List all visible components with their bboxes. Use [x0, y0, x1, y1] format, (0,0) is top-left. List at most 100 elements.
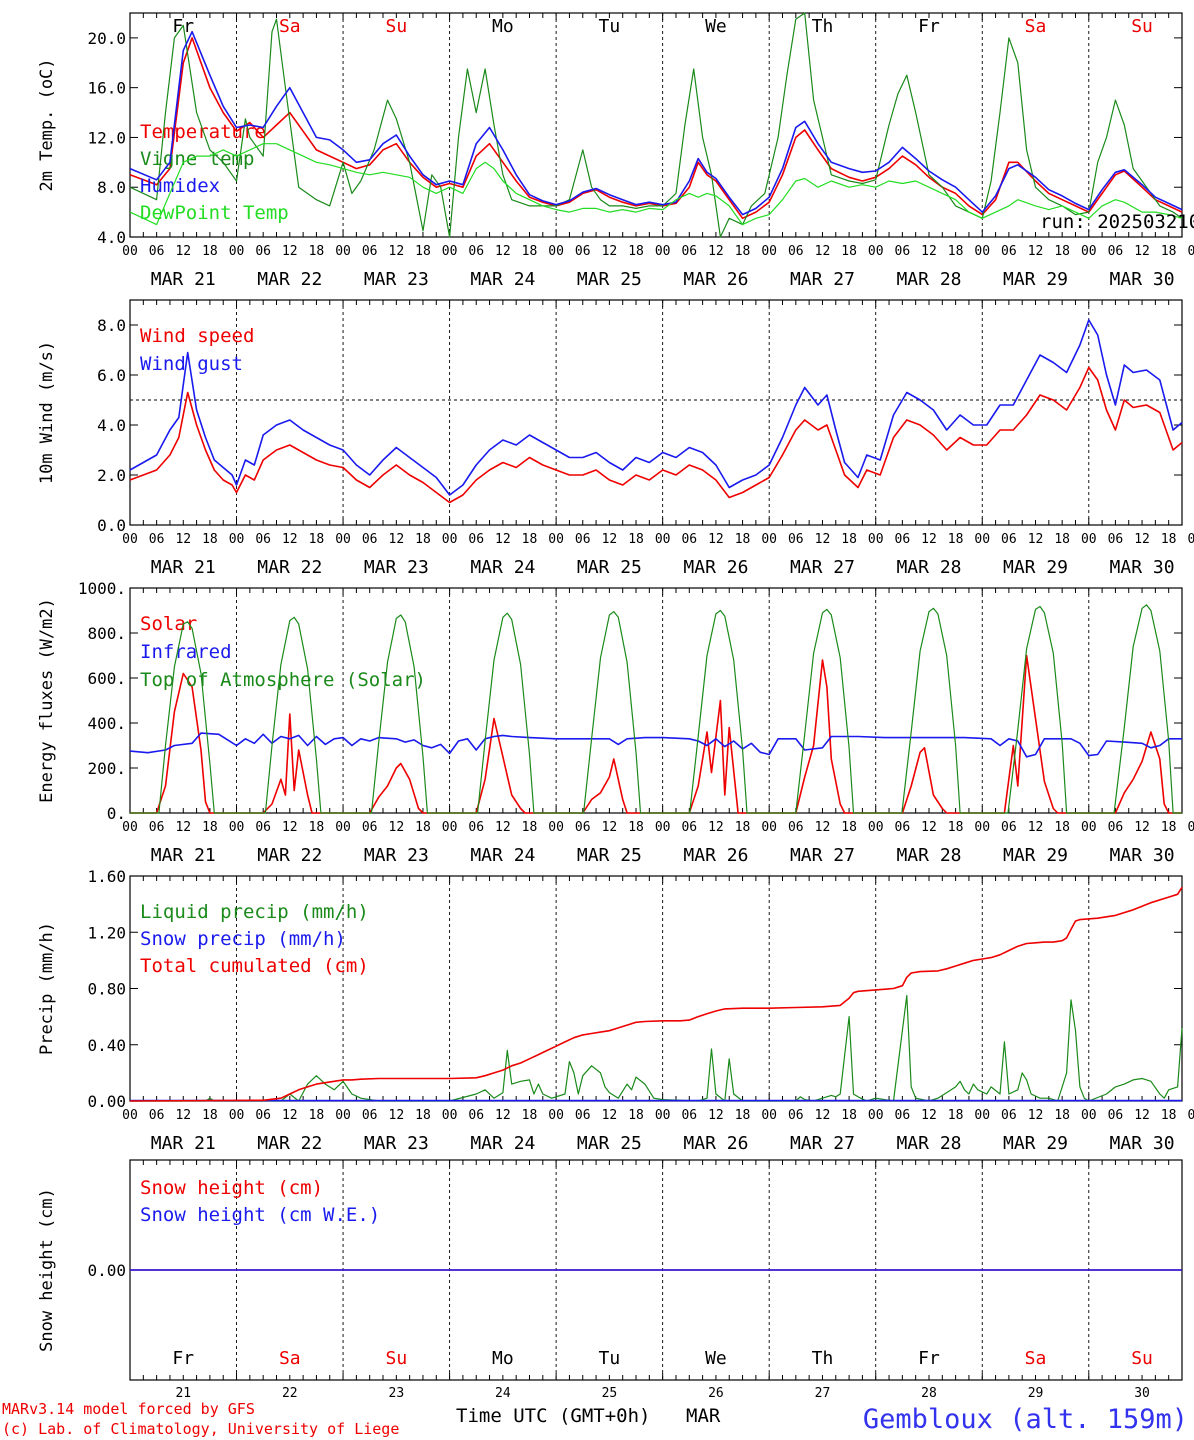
hour-tick-label: 00 [442, 244, 458, 259]
location-label: Gembloux (alt. 159m) [863, 1404, 1188, 1435]
hour-tick-label: 00 [655, 820, 671, 835]
day-date: 24 [495, 1386, 511, 1401]
hour-tick-label: 06 [1108, 532, 1124, 547]
series-line-wind-gust [129, 319, 1183, 496]
hour-tick-label: 18 [1161, 244, 1177, 259]
hour-tick-label: 12 [1134, 1108, 1150, 1123]
hour-tick-label: 00 [335, 244, 351, 259]
hour-tick-label: 00 [761, 820, 777, 835]
panel-wind: 0.0 2.0 4.0 6.0 8.0 10m Wind (m/s) 00 06 12 18 00 0… [37, 299, 1194, 578]
hour-tick-label: 00 [335, 820, 351, 835]
hour-tick-label: 12 [1028, 1108, 1044, 1123]
date-label: MAR 24 [470, 557, 535, 578]
hour-tick-label: 18 [522, 820, 538, 835]
hour-tick-label: 12 [921, 532, 937, 547]
hour-tick-label: 06 [895, 820, 911, 835]
hour-tick-label: 00 [761, 532, 777, 547]
hour-tick-label: 06 [468, 820, 484, 835]
hour-tick-label: 00 [229, 532, 245, 547]
panel-frame [129, 12, 1183, 238]
hour-tick-label: 18 [522, 532, 538, 547]
y-tick-label: 0.80 [87, 980, 126, 999]
series-line-dewpoint-temp [129, 143, 1183, 226]
y-tick-label: 2.0 [97, 466, 126, 485]
hour-tick-label: 06 [788, 1108, 804, 1123]
y-tick-label: 600. [87, 669, 126, 688]
day-name: Su [385, 1348, 407, 1369]
hour-tick-label: 06 [895, 532, 911, 547]
hour-tick-label: 06 [1001, 532, 1017, 547]
hour-tick-label: 06 [255, 1108, 271, 1123]
series-line-vigne-temp [129, 12, 1183, 238]
date-label: MAR 23 [364, 269, 429, 290]
y-axis-title: Energy fluxes (W/m2) [37, 598, 57, 803]
hour-tick-label: 00 [655, 1108, 671, 1123]
date-label: MAR 25 [577, 557, 642, 578]
panel-snow: 0.00 Snow height (cm) Fr 21 Sa 22 Su 23 Mo 24 Tu 25… [37, 1159, 1183, 1401]
day-name: Tu [599, 16, 621, 37]
hour-tick-label: 18 [948, 820, 964, 835]
legend-entry: DewPoint Temp [140, 202, 289, 224]
series-line-total-cumulated-cm [129, 886, 1183, 1102]
y-tick-label: 0.0 [97, 516, 126, 535]
date-label: MAR 28 [896, 845, 961, 866]
day-name: Sa [279, 16, 301, 37]
day-date: 30 [1134, 1386, 1150, 1401]
hour-tick-label: 00 [1081, 1108, 1097, 1123]
hour-tick-label: 18 [1161, 1108, 1177, 1123]
hour-tick-label: 00 [974, 244, 990, 259]
hour-tick-label: 12 [389, 820, 405, 835]
panel-precip: 0.00 0.40 0.80 1.20 1.60 Precip (mm/h) 00 06 12 1… [37, 867, 1194, 1154]
hour-tick-label: 18 [735, 820, 751, 835]
hour-tick-label: 06 [362, 532, 378, 547]
hour-tick-label: 06 [788, 820, 804, 835]
y-tick-label: 6.0 [97, 366, 126, 385]
y-axis-title: 10m Wind (m/s) [37, 341, 57, 484]
y-tick-label: 1.60 [87, 867, 126, 886]
hour-tick-label: 00 [655, 244, 671, 259]
date-label: MAR 28 [896, 557, 961, 578]
date-label: MAR 24 [470, 845, 535, 866]
day-name: Tu [599, 1348, 621, 1369]
day-date: 25 [602, 1386, 618, 1401]
credit-line-1: MARv3.14 model forced by GFS [2, 1400, 255, 1418]
day-name: Th [812, 1348, 834, 1369]
run-label: run: 2025032106 [1040, 211, 1194, 233]
panels: 4.08.012.016.020.02m Temp. (oC)00 06 12 18 0… [37, 12, 1194, 1401]
y-axis-title: Precip (mm/h) [37, 922, 57, 1055]
hour-tick-label: 06 [575, 820, 591, 835]
y-tick-label: 4.0 [97, 416, 126, 435]
hour-tick-label: 00 [761, 1108, 777, 1123]
y-tick-label: 1.20 [87, 923, 126, 942]
panel-energy: 0. 200. 400. 600. 800. 1000. Energy fluxes (W/… [37, 579, 1194, 866]
hour-tick-label: 18 [628, 244, 644, 259]
y-tick-label: 1000. [78, 579, 126, 598]
hour-tick-label: 18 [1054, 820, 1070, 835]
hour-tick-label: 06 [895, 1108, 911, 1123]
date-label: MAR 27 [790, 269, 855, 290]
hour-tick-label: 12 [1028, 820, 1044, 835]
y-tick-label: 8.0 [97, 178, 126, 197]
legend-entry: Humidex [140, 175, 220, 197]
credit-line-2: (c) Lab. of Climatology, University of L… [2, 1420, 399, 1438]
hour-tick-label: 18 [628, 532, 644, 547]
day-name: We [705, 1348, 727, 1369]
hour-tick-label: 12 [921, 244, 937, 259]
hour-tick-label: 00 [761, 244, 777, 259]
hour-tick-label: 00 [1081, 820, 1097, 835]
date-label: MAR 30 [1110, 269, 1175, 290]
date-label: MAR 28 [896, 1133, 961, 1154]
date-label: MAR 24 [470, 1133, 535, 1154]
y-tick-label: 0.40 [87, 1036, 126, 1055]
hour-tick-label: 18 [202, 532, 218, 547]
day-name: Sa [279, 1348, 301, 1369]
date-label: MAR 27 [790, 1133, 855, 1154]
hour-tick-label: 00 [868, 244, 884, 259]
date-label: MAR 22 [257, 1133, 322, 1154]
hour-tick-label: 00 [229, 244, 245, 259]
day-date: 21 [175, 1386, 191, 1401]
date-label: MAR 26 [683, 557, 748, 578]
hour-tick-label: 18 [202, 1108, 218, 1123]
hour-tick-label: 06 [1001, 1108, 1017, 1123]
hour-tick-label: 18 [415, 244, 431, 259]
